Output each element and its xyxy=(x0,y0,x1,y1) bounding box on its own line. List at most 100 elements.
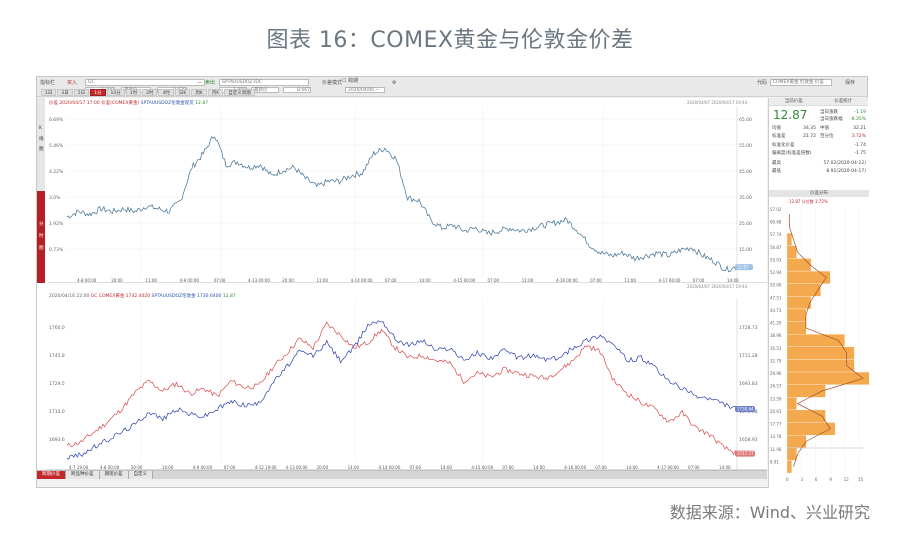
svg-text:25.00: 25.00 xyxy=(739,221,752,227)
svg-text:4-17 00:00: 4-17 00:00 xyxy=(659,278,681,283)
svg-text:4-9 00:00: 4-9 00:00 xyxy=(193,465,213,470)
svg-text:4-13 00:00: 4-13 00:00 xyxy=(286,465,308,470)
code-search-input[interactable]: COMEX黄金 伦敦金 价差 xyxy=(770,79,832,86)
svg-text:14.78: 14.78 xyxy=(770,434,782,439)
legend-spread: 2020/04/17 17:00 价差(COMEX黄金) xyxy=(59,101,140,106)
svg-text:4-12 19:00: 4-12 19:00 xyxy=(255,465,277,470)
svg-text:35.53: 35.53 xyxy=(770,346,782,351)
period-button[interactable]: 1分 xyxy=(90,89,106,96)
period-button[interactable]: 2时 xyxy=(142,89,158,96)
svg-text:4-14 00:00: 4-14 00:00 xyxy=(379,465,401,470)
stat-label: 中值 xyxy=(820,126,829,131)
bottom-tabs: 跨期价差 跨品种价差 期现价差 自定义 xyxy=(37,470,767,479)
period-button[interactable]: 日K xyxy=(174,89,191,96)
svg-text:20.63: 20.63 xyxy=(770,409,782,414)
stat-row: 均值 34.35 xyxy=(772,125,816,132)
stat-value: 21.72 xyxy=(803,134,816,139)
current-spread-value: 12.87 xyxy=(773,108,808,122)
strip-char: 时 xyxy=(39,234,44,239)
svg-text:3.0%: 3.0% xyxy=(49,195,61,201)
svg-text:4-16 00:00: 4-16 00:00 xyxy=(564,465,586,470)
leg2-price-select[interactable]: 最新价 xyxy=(251,87,279,93)
stat-label: 均值 xyxy=(772,126,781,131)
legend-value: 12.87 xyxy=(222,294,236,299)
svg-text:1717.77: 1717.77 xyxy=(737,451,754,456)
svg-text:60.68: 60.68 xyxy=(770,220,782,225)
timeshare-tab[interactable]: 分 时 图 xyxy=(37,191,45,283)
strip-char: 线 xyxy=(39,137,44,142)
stat-label: 标准差 xyxy=(772,134,786,139)
bottom-tab[interactable]: 期现价差 xyxy=(99,471,129,479)
bottom-chart-legend: 2020/04/16 22:00 GC COMEX黄金 1742.4020 SP… xyxy=(49,293,236,299)
spread-histogram: 0 3 6 9 12 15 57.02 60.68 57.74 56.87 55.03 52.94 50… xyxy=(770,207,869,482)
save-button[interactable]: 保存 xyxy=(845,80,856,86)
indicator-label: 指标栏 xyxy=(40,80,56,86)
svg-text:12.87: 12.87 xyxy=(737,265,749,270)
bottom-tab[interactable]: 跨期价差 xyxy=(37,471,66,479)
svg-text:07:00: 07:00 xyxy=(693,278,705,283)
period-button[interactable]: 月K xyxy=(207,89,224,96)
period-selector: 1日 3日 5日 1分 10分 1时 2时 4时 日K 周K 月K 自定义周期 xyxy=(41,89,255,96)
svg-text:4-8 00:00: 4-8 00:00 xyxy=(77,278,97,283)
period-button[interactable]: 1日 xyxy=(41,89,57,96)
period-button[interactable]: 自定义周期 xyxy=(224,89,255,96)
svg-text:23.59: 23.59 xyxy=(770,396,782,401)
period-button[interactable]: 5日 xyxy=(73,89,90,96)
svg-text:14:00: 14:00 xyxy=(419,278,431,283)
svg-text:6: 6 xyxy=(815,477,818,482)
wind-terminal-window: 指标栏 买入 GC 1.000 最新价 0.070 — 卖出 SPTAUUSDO… xyxy=(36,76,869,488)
svg-text:57.02: 57.02 xyxy=(770,207,782,212)
bottom-tab[interactable]: 跨品种价差 xyxy=(66,471,100,479)
stat-row: 当日涨跌 -1.19 xyxy=(820,109,866,116)
svg-text:3: 3 xyxy=(800,477,803,482)
svg-text:07:00: 07:00 xyxy=(385,278,397,283)
header-current: 当前价差 xyxy=(784,99,803,104)
period-button[interactable]: 1时 xyxy=(125,89,142,96)
top-chart-legend: 价差 2020/04/17 17:00 价差(COMEX黄金) SPTAUUSD… xyxy=(49,100,208,106)
svg-text:44.73: 44.73 xyxy=(770,308,782,313)
period-button[interactable]: 4时 xyxy=(158,89,174,96)
stat-row: 偏离度(标准差倍数) -1.75 xyxy=(772,150,866,157)
settings-icon[interactable]: ⚙ xyxy=(392,80,397,86)
svg-text:07:00: 07:00 xyxy=(224,465,236,470)
code-label: 代码 xyxy=(757,80,768,86)
svg-text:4-15 00:00: 4-15 00:00 xyxy=(471,465,493,470)
svg-text:14:00: 14:00 xyxy=(348,465,360,470)
leg1-contract-input[interactable]: GC xyxy=(85,79,205,86)
period-button[interactable]: 10分 xyxy=(106,89,125,96)
leg2-value-input[interactable]: 8.667 xyxy=(283,87,311,93)
period-button[interactable]: 周K xyxy=(191,89,207,96)
stat-value: -8.35% xyxy=(850,117,866,122)
svg-text:55.03: 55.03 xyxy=(770,257,782,262)
price-line-chart: 1760.0 1728.73 1745.8 1711.28 1729.5 1693.83 1… xyxy=(49,299,758,470)
svg-text:07:00: 07:00 xyxy=(595,465,607,470)
svg-text:1693.6: 1693.6 xyxy=(49,437,65,443)
svg-text:35.00: 35.00 xyxy=(739,195,752,201)
svg-text:14:00: 14:00 xyxy=(533,465,545,470)
svg-text:15: 15 xyxy=(858,477,864,482)
stat-value: 3.72% xyxy=(851,134,866,139)
svg-text:9: 9 xyxy=(829,477,832,482)
stat-label: 百分位 xyxy=(820,134,834,139)
svg-text:29.96: 29.96 xyxy=(770,371,782,376)
strip-char: 图 xyxy=(39,246,44,251)
svg-text:4.22%: 4.22% xyxy=(49,169,64,175)
stat-label: 偏离度(标准差倍数) xyxy=(772,151,812,156)
buy-leg-label: 买入 xyxy=(67,80,78,86)
bottom-tab[interactable]: 自定义 xyxy=(128,471,153,479)
stat-value: 34.35 xyxy=(803,126,816,131)
stat-label: 最高 xyxy=(772,161,781,166)
distribution-section-header: 价差分布 xyxy=(769,190,869,197)
kline-tab[interactable]: K 线 图 xyxy=(37,98,45,191)
legend-london: SPTAUUSDOZ伦敦金现货 xyxy=(140,101,194,106)
date-range-input[interactable]: 2020/04/06 ~ xyxy=(345,87,385,93)
stat-label: 当日涨跌幅 xyxy=(820,117,843,122)
cross-period-checkbox[interactable]: ☐ 跨期 xyxy=(342,78,359,84)
svg-text:14:00: 14:00 xyxy=(727,278,739,283)
leg2-contract-input[interactable]: SPTAUUSDOZ.IDC xyxy=(219,79,309,86)
svg-text:6.69%: 6.69% xyxy=(49,117,64,123)
svg-text:11.06: 11.06 xyxy=(770,447,782,452)
svg-text:14:00: 14:00 xyxy=(719,465,731,470)
period-button[interactable]: 3日 xyxy=(57,89,73,96)
stat-value: -1.19 xyxy=(854,110,866,115)
